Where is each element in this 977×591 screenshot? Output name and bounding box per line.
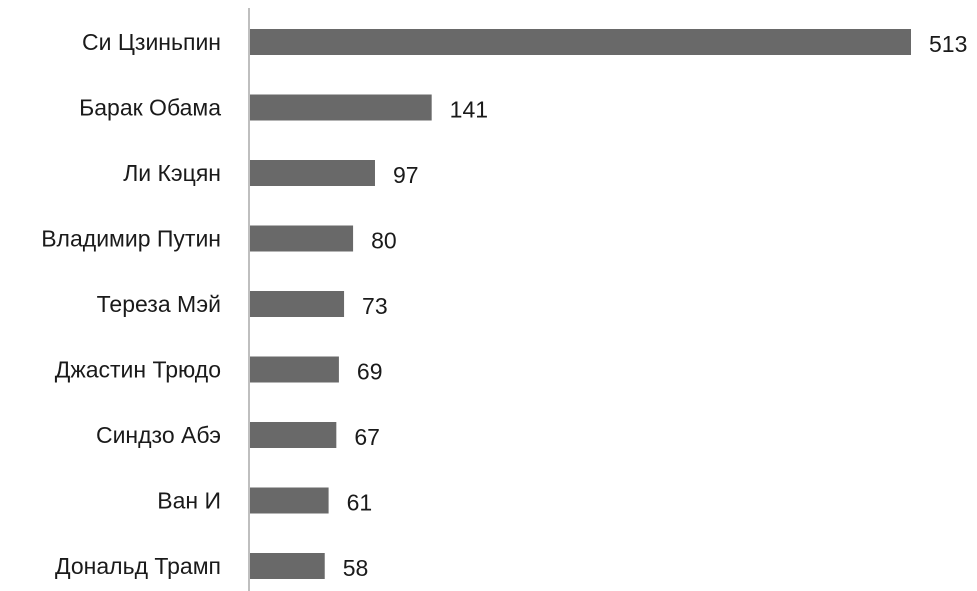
bar-4 [250,291,344,317]
value-label: 513 [929,31,967,57]
value-label: 69 [357,359,383,385]
category-label: Тереза Мэй [97,291,221,317]
bar-1 [250,95,432,121]
category-label: Барак Обама [79,95,221,121]
value-label: 58 [343,555,369,581]
value-label: 97 [393,162,419,188]
bar-6 [250,422,336,448]
value-label: 67 [354,424,380,450]
category-label: Владимир Путин [41,226,221,252]
category-label: Дональд Трамп [55,553,221,579]
value-label: 141 [450,97,488,123]
category-label: Синдзо Абэ [96,422,221,448]
category-label: Си Цзиньпин [82,29,221,55]
bar-7 [250,488,329,514]
category-label: Джастин Трюдо [55,357,221,383]
bar-2 [250,160,375,186]
labels-layer: Си Цзиньпин 513 Барак Обама 141 Ли Кэцян 97 Вл… [41,29,967,581]
category-label: Ван И [157,488,221,514]
bar-5 [250,357,339,383]
bar-0 [250,29,911,55]
bar-3 [250,226,353,252]
value-label: 61 [347,490,373,516]
value-label: 80 [371,228,397,254]
category-label: Ли Кэцян [123,160,221,186]
value-label: 73 [362,293,388,319]
bar-8 [250,553,325,579]
